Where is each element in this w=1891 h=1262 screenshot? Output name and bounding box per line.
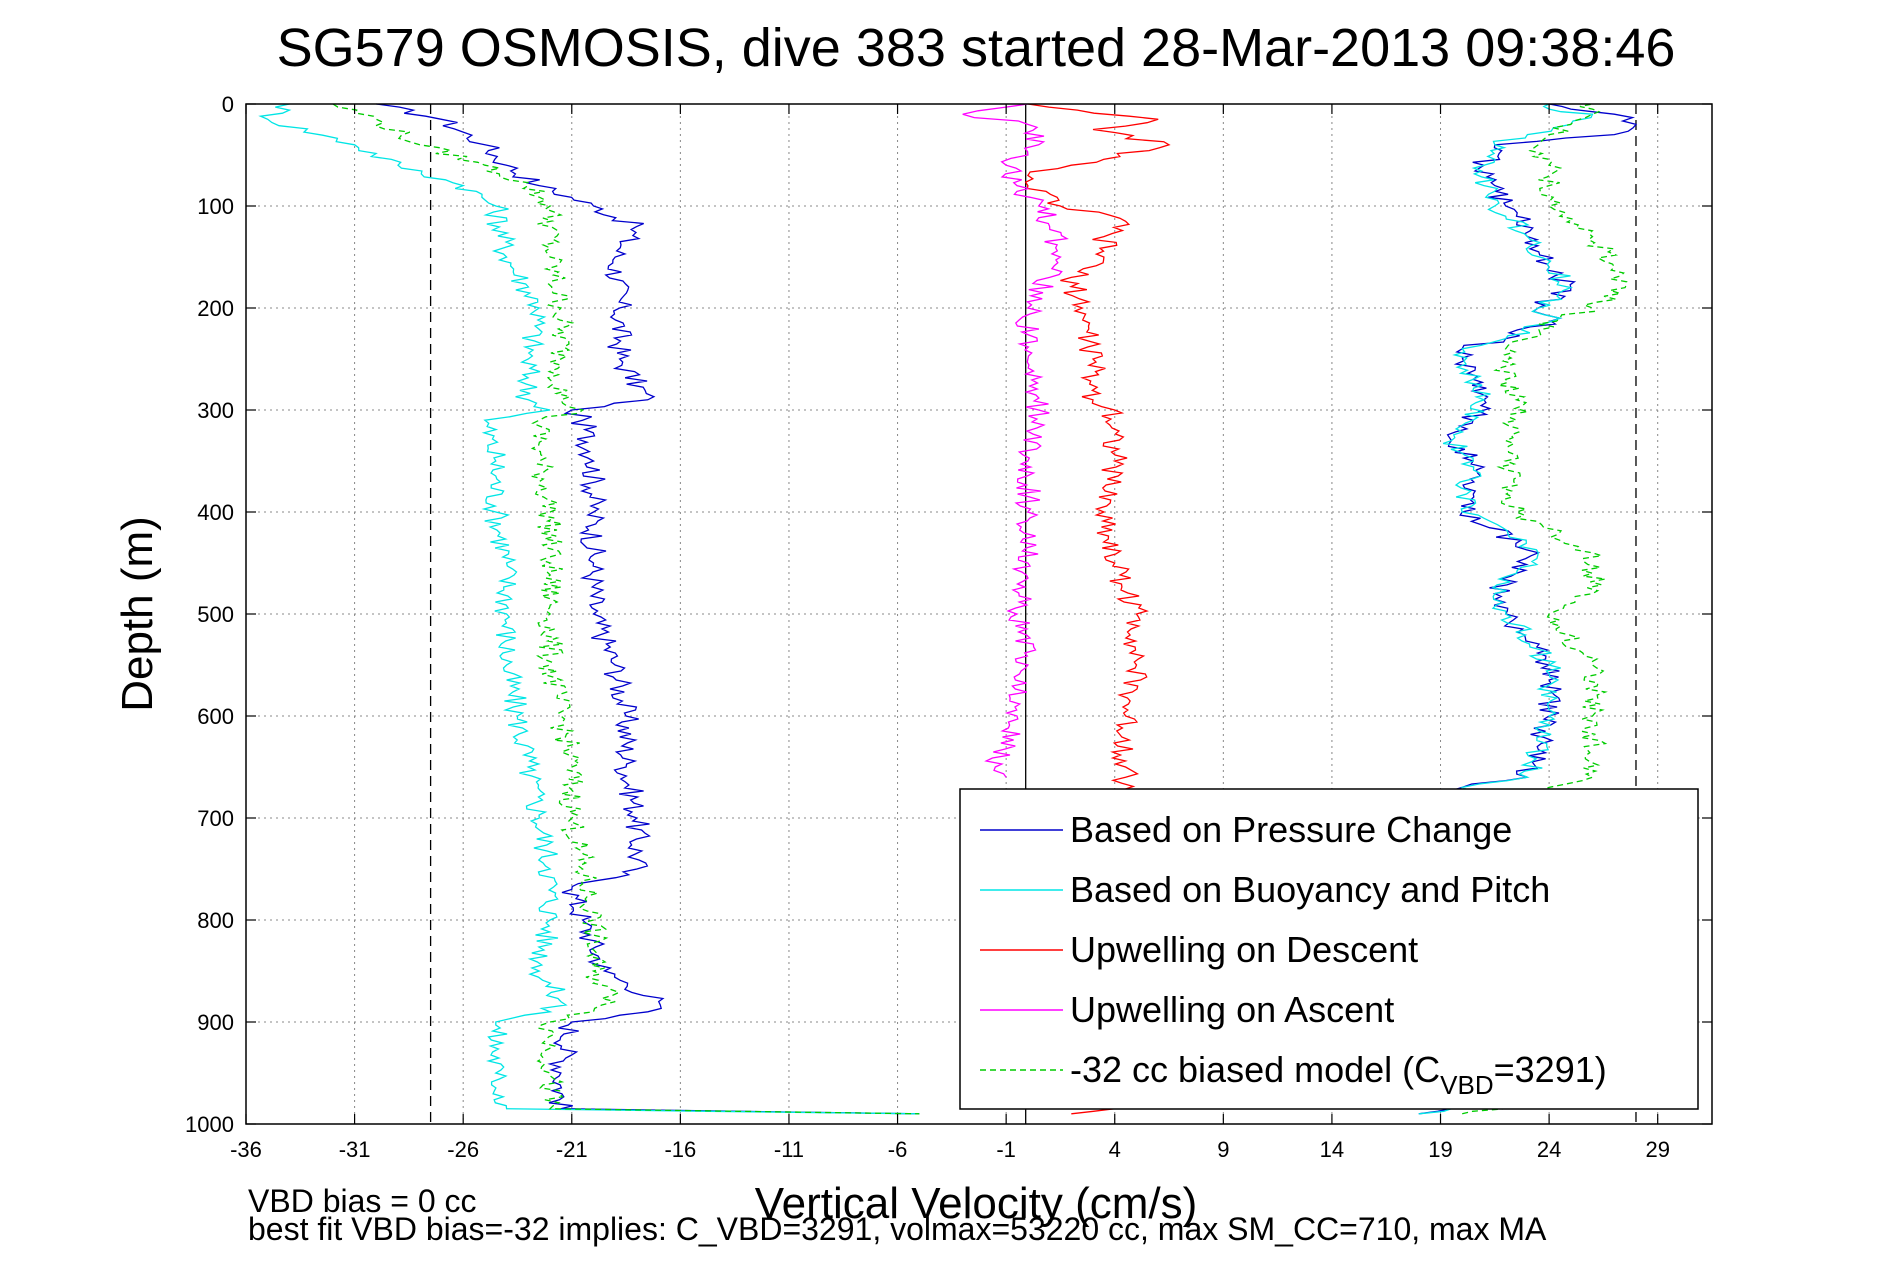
legend-label: Based on Buoyancy and Pitch [1070,869,1550,910]
y-tick-label: 600 [197,704,234,729]
legend-label: Upwelling on Ascent [1070,989,1394,1030]
x-tick-label: -31 [339,1137,371,1162]
series-line-buoy_down [258,103,920,1115]
x-tick-label: 19 [1428,1137,1452,1162]
series-line-press_down [376,103,920,1115]
y-tick-label: 200 [197,296,234,321]
y-axis-ticks: 0 100 200 300 400 500 600 700 800 900 1000 [185,92,1712,1137]
x-tick-label: -11 [774,1137,804,1162]
y-tick-label: 400 [197,500,234,525]
legend: Based on Pressure Change Based on Buoyanc… [959,788,1699,1110]
y-tick-label: 100 [197,194,234,219]
x-tick-label: 29 [1645,1137,1669,1162]
x-tick-label: -16 [664,1137,696,1162]
y-tick-label: 800 [197,908,234,933]
x-tick-label: 24 [1537,1137,1561,1162]
y-tick-label: 0 [222,92,234,117]
x-tick-label: -1 [996,1137,1016,1162]
footer-line-1: VBD bias = 0 cc [248,1183,477,1219]
y-tick-label: 500 [197,602,234,627]
legend-label: Based on Pressure Change [1070,809,1512,850]
x-axis-ticks: -36 -31 -26 -21 -16 -11 -6 -1 4 9 14 19 24 29 [230,104,1670,1162]
y-tick-label: 300 [197,398,234,423]
legend-label: -32 cc biased model (CVBD=3291) [1070,1049,1607,1100]
series-line-upwell_ascent [962,103,1069,778]
chart-title: SG579 OSMOSIS, dive 383 started 28-Mar-2… [277,18,1676,78]
series-line-model_down [332,103,920,1115]
y-axis-label: Depth (m) [113,516,162,712]
y-tick-label: 1000 [185,1112,234,1137]
x-tick-label: -26 [447,1137,479,1162]
x-tick-label: -21 [556,1137,588,1162]
x-tick-label: -36 [230,1137,262,1162]
x-tick-label: 9 [1217,1137,1229,1162]
y-tick-label: 700 [197,806,234,831]
x-axis-label: Vertical Velocity (cm/s) [755,1179,1198,1228]
x-tick-label: -6 [888,1137,908,1162]
x-tick-label: 4 [1109,1137,1121,1162]
legend-box [959,788,1699,1110]
x-tick-label: 14 [1320,1137,1344,1162]
footer-line-2: best fit VBD bias=-32 implies: C_VBD=329… [248,1211,1547,1247]
legend-label: Upwelling on Descent [1070,929,1418,970]
y-tick-label: 900 [197,1010,234,1035]
